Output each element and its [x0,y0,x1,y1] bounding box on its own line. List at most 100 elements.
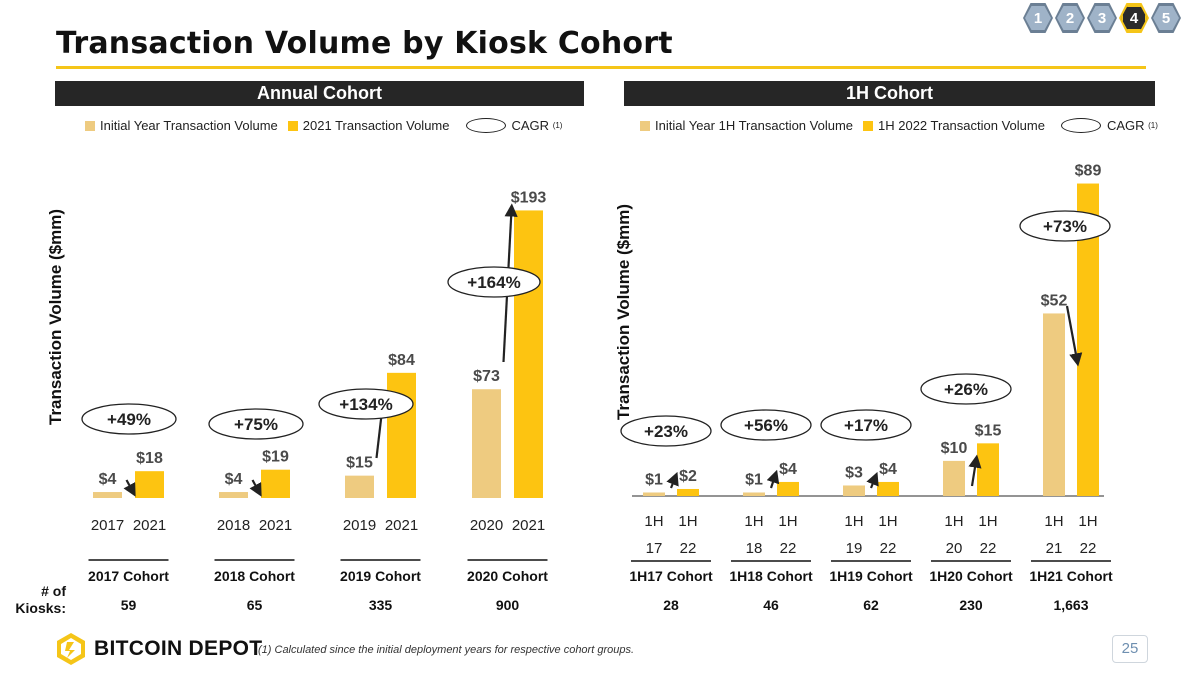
kiosk-count: 335 [369,597,393,613]
value-label-initial: $10 [941,440,968,457]
cagr-oval [620,415,712,447]
value-label-final: $193 [511,189,547,206]
x-tick-label: 21 [1046,540,1063,557]
bar-initial [219,492,248,498]
cagr-label: +56% [744,416,788,435]
growth-arrow [666,471,679,489]
legend-final: 2021 Transaction Volume [287,118,450,133]
kiosk-count: 65 [247,597,263,613]
cagr-oval [720,409,812,441]
x-tick-label: 1H [944,513,963,530]
x-tick-label: 1H [844,513,863,530]
legend-label: Initial Year Transaction Volume [100,118,278,133]
x-tick-label: 1H [778,513,797,530]
brand-logo: BITCOIN DEPOT [54,632,262,666]
bar-initial [643,492,665,496]
cohort-label: 1H20 Cohort [929,568,1013,584]
cohort-label: 2019 Cohort [340,568,421,584]
x-tick-label: 2021 [385,517,418,534]
annual-legend: Initial Year Transaction Volume 2021 Tra… [85,118,572,133]
cagr-oval [208,408,304,440]
title-divider [56,66,1146,69]
x-tick-label: 2018 [217,517,250,534]
bar-initial [472,389,501,498]
bar-initial [1043,313,1065,496]
x-tick-label: 22 [680,540,697,557]
page-title: Transaction Volume by Kiosk Cohort [56,26,673,61]
kiosks-label-line: # of [41,583,66,599]
legend-footnote-ref: (1) [552,121,563,130]
x-tick-label: 2020 [470,517,503,534]
legend-final: 1H 2022 Transaction Volume [863,118,1045,133]
bar-initial [93,492,122,498]
nav-page-4-button[interactable]: 4 [1119,3,1149,33]
legend-label: CAGR [1106,118,1145,133]
x-tick-label: 22 [780,540,797,557]
bar-final [877,481,899,496]
brand-name: BITCOIN DEPOT [94,637,263,660]
value-label-final: $4 [779,461,797,478]
nav-page-1-button[interactable]: 1 [1023,3,1053,33]
bitcoin-depot-logo-icon [57,633,85,665]
cagr-label: +134% [339,395,392,414]
legend-swatch-final [863,120,874,131]
x-tick-label: 1H [1078,513,1097,530]
legend-initial: Initial Year Transaction Volume [85,118,278,133]
value-label-initial: $73 [473,368,500,385]
x-tick-label: 22 [980,540,997,557]
legend-label: 2021 Transaction Volume [302,118,450,133]
cagr-oval [820,409,912,441]
x-tick-label: 20 [946,540,963,557]
value-label-final: $4 [879,461,897,478]
legend-label: 1H 2022 Transaction Volume [878,118,1045,133]
bar-initial [843,485,865,496]
cohort-label: 2018 Cohort [214,568,295,584]
cagr-oval [81,403,177,435]
cohort-label: 2017 Cohort [88,568,169,584]
kiosk-count: 230 [959,597,983,613]
nav-page-5-button[interactable]: 5 [1151,3,1181,33]
value-label-initial: $1 [645,471,663,488]
x-tick-label: 17 [646,540,663,557]
legend-cagr: CAGR (1) [1060,118,1158,133]
x-tick-label: 22 [1080,540,1097,557]
legend-label: Initial Year 1H Transaction Volume [655,118,854,133]
legend-label: CAGR [511,118,550,133]
growth-arrow [249,479,262,497]
bar-final [977,443,999,496]
growth-arrow [968,454,982,487]
footnote: (1) Calculated since the initial deploym… [258,644,635,656]
bar-final [261,469,290,498]
nav-page-3-button[interactable]: 3 [1087,3,1117,33]
annual-cohort-header: Annual Cohort [55,81,584,106]
value-label-final: $15 [975,422,1002,439]
bar-initial [345,475,374,498]
x-tick-label: 19 [846,540,863,557]
value-label-initial: $15 [346,455,373,472]
bar-final [514,210,543,498]
growth-arrow [123,479,136,497]
cagr-label: +164% [467,273,520,292]
half-legend: Initial Year 1H Transaction Volume 1H 20… [640,118,1168,133]
kiosk-count: 62 [863,597,879,613]
value-label-initial: $1 [745,471,763,488]
x-tick-label: 2021 [512,517,545,534]
bar-final [135,471,164,498]
value-label-final: $19 [262,449,289,466]
cohort-label: 1H21 Cohort [1029,568,1113,584]
legend-footnote-ref: (1) [1148,121,1158,130]
cagr-label: +17% [844,416,888,435]
cagr-label: +73% [1043,217,1087,236]
x-tick-label: 2021 [259,517,292,534]
legend-swatch-final [287,120,298,131]
bar-initial [743,492,765,496]
nav-page-2-button[interactable]: 2 [1055,3,1085,33]
kiosk-count: 1,663 [1053,597,1088,613]
half-cohort-header: 1H Cohort [624,81,1155,106]
x-tick-label: 2021 [133,517,166,534]
x-tick-label: 1H [878,513,897,530]
cohort-label: 1H18 Cohort [729,568,813,584]
value-label-final: $84 [388,352,415,369]
x-tick-label: 1H [1044,513,1063,530]
